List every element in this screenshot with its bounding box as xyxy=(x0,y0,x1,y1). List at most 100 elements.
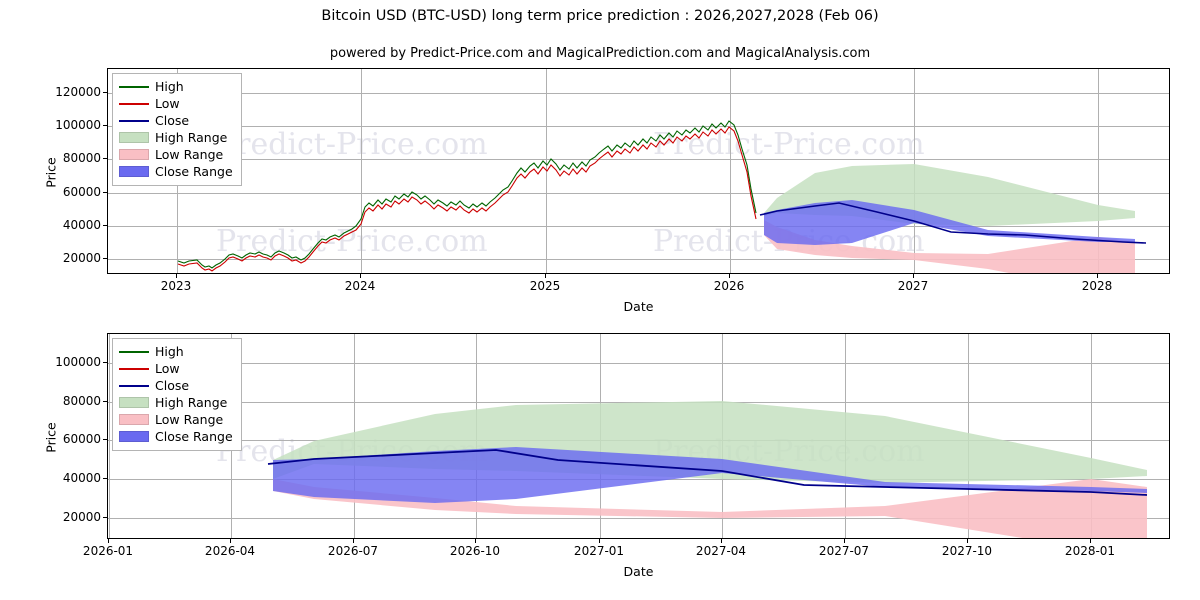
y-tick-label: 40000 xyxy=(62,471,101,485)
legend-item: High Range xyxy=(119,394,235,411)
x-tick-label: 2024 xyxy=(344,279,376,293)
x-tick-mark xyxy=(108,539,109,543)
x-tick-label: 2027 xyxy=(897,279,929,293)
legend-key-high xyxy=(119,346,149,357)
x-tick-label: 2026-10 xyxy=(449,544,501,558)
x-tick-mark xyxy=(353,539,354,543)
y-tick-label: 80000 xyxy=(62,394,101,408)
x-tick-label: 2027-01 xyxy=(573,544,625,558)
legend-label: Low Range xyxy=(155,412,224,427)
gridline-horizontal xyxy=(108,226,1169,227)
legend-label: High xyxy=(155,79,184,94)
gridline-horizontal xyxy=(108,518,1169,519)
legend-label: Close xyxy=(155,378,190,393)
legend-label: Low Range xyxy=(155,147,224,162)
y-tick-label: 100000 xyxy=(55,118,101,132)
x-tick-mark xyxy=(913,274,914,278)
close-range-band xyxy=(764,200,1135,245)
x-tick-mark xyxy=(1097,274,1098,278)
x-tick-mark xyxy=(545,274,546,278)
x-tick-label: 2028 xyxy=(1081,279,1113,293)
gridline-horizontal xyxy=(108,93,1169,94)
x-tick-mark xyxy=(1090,539,1091,543)
legend-item: High Range xyxy=(119,129,235,146)
gridline-horizontal xyxy=(108,363,1169,364)
legend-label: Low xyxy=(155,361,180,376)
legend-item: Close xyxy=(119,112,235,129)
legend-label: Close xyxy=(155,113,190,128)
gridline-vertical xyxy=(730,69,731,273)
legend-label: High Range xyxy=(155,130,228,145)
low-range-band xyxy=(273,479,1147,538)
legend-label: High xyxy=(155,344,184,359)
legend-key-close xyxy=(119,380,149,391)
y-tick-mark xyxy=(103,225,107,226)
bottom-legend: High Low Close High Range Low Range xyxy=(112,338,242,451)
x-tick-label: 2027-04 xyxy=(695,544,747,558)
gridline-horizontal xyxy=(108,259,1169,260)
legend-label: Close Range xyxy=(155,429,233,444)
legend-key-low xyxy=(119,363,149,374)
top-legend: High Low Close High Range Low Range xyxy=(112,73,242,186)
gridline-horizontal xyxy=(108,402,1169,403)
legend-label: High Range xyxy=(155,395,228,410)
y-tick-label: 100000 xyxy=(55,355,101,369)
x-tick-label: 2028-01 xyxy=(1064,544,1116,558)
legend-key-close-range xyxy=(119,431,149,442)
y-tick-mark xyxy=(103,158,107,159)
gridline-vertical xyxy=(361,69,362,273)
y-tick-label: 60000 xyxy=(62,185,101,199)
low-range-band xyxy=(764,220,1135,273)
x-tick-mark xyxy=(967,539,968,543)
y-tick-mark xyxy=(103,517,107,518)
gridline-vertical xyxy=(1098,69,1099,273)
y-tick-mark xyxy=(103,192,107,193)
bottom-chart-svg xyxy=(267,401,1148,538)
y-tick-mark xyxy=(103,401,107,402)
x-tick-mark xyxy=(176,274,177,278)
high-line-series xyxy=(177,120,757,269)
x-tick-mark xyxy=(475,539,476,543)
x-tick-mark xyxy=(844,539,845,543)
y-tick-mark xyxy=(103,258,107,259)
y-axis-label: Price xyxy=(43,157,59,188)
legend-item: Low Range xyxy=(119,146,235,163)
close-range-band xyxy=(273,447,1147,503)
gridline-horizontal xyxy=(108,126,1169,127)
y-tick-label: 40000 xyxy=(62,218,101,232)
top-plot-area: Predict-Price.com Predict-Price.com Pred… xyxy=(107,68,1170,274)
legend-item: High xyxy=(119,343,235,360)
gridline-vertical xyxy=(1091,334,1092,538)
bottom-plot-area: Predict-Price.com Predict-Price.com xyxy=(107,333,1170,539)
x-axis-label: Date xyxy=(623,299,654,314)
x-tick-label: 2025 xyxy=(529,279,561,293)
x-axis-label: Date xyxy=(623,564,654,579)
close-line-series xyxy=(267,449,1148,496)
y-tick-label: 20000 xyxy=(62,251,101,265)
legend-key-high xyxy=(119,81,149,92)
y-tick-mark xyxy=(103,362,107,363)
legend-key-low-range xyxy=(119,414,149,425)
legend-item: Low Range xyxy=(119,411,235,428)
x-tick-mark xyxy=(721,539,722,543)
legend-item: Close Range xyxy=(119,163,235,180)
gridline-vertical xyxy=(109,334,110,538)
y-axis-label: Price xyxy=(43,422,59,453)
y-tick-mark xyxy=(103,478,107,479)
legend-item: Close Range xyxy=(119,428,235,445)
y-tick-mark xyxy=(103,92,107,93)
legend-key-low xyxy=(119,98,149,109)
legend-item: Low xyxy=(119,360,235,377)
x-tick-label: 2023 xyxy=(160,279,192,293)
x-tick-label: 2026-04 xyxy=(204,544,256,558)
legend-label: Close Range xyxy=(155,164,233,179)
legend-key-low-range xyxy=(119,149,149,160)
legend-item: High xyxy=(119,78,235,95)
gridline-horizontal xyxy=(108,159,1169,160)
top-chart-svg xyxy=(177,120,1147,273)
low-line-series xyxy=(177,126,757,272)
legend-key-close xyxy=(119,115,149,126)
page-title: Bitcoin USD (BTC-USD) long term price pr… xyxy=(321,8,879,24)
legend-item: Close xyxy=(119,377,235,394)
